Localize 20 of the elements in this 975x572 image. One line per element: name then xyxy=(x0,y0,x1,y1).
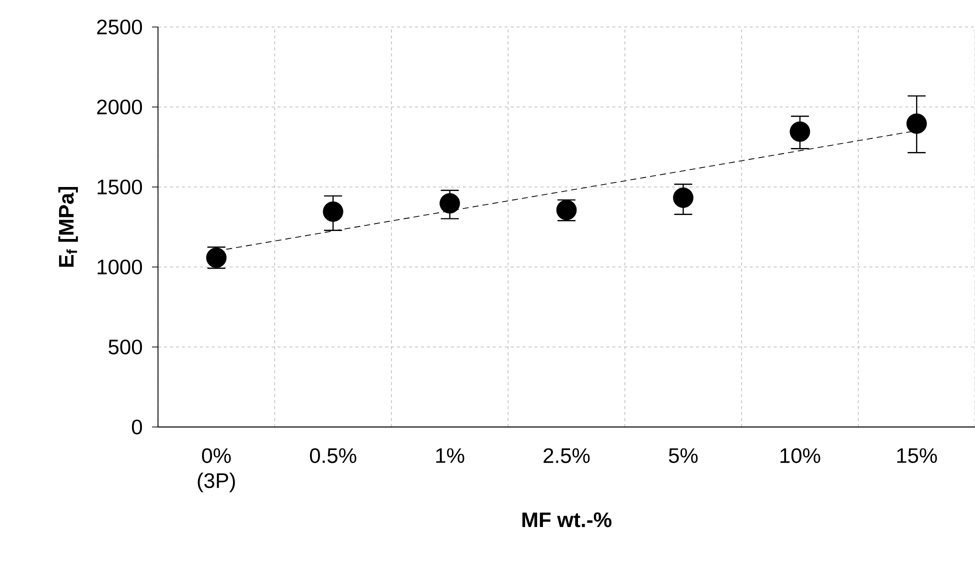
y-tick-label: 1000 xyxy=(98,260,142,274)
x-tick-label: 0% (3P) xyxy=(198,448,235,492)
y-tick-label: 0 xyxy=(132,420,142,434)
x-tick-label: 10% xyxy=(780,448,820,464)
x-tick-label: 1% xyxy=(436,448,464,463)
y-tick-label: 2000 xyxy=(97,100,142,114)
x-tick-label: 2.5% xyxy=(544,448,590,464)
point xyxy=(906,113,927,134)
x-tick-label: 5% xyxy=(668,448,698,463)
point xyxy=(440,193,460,214)
y-tick-label: 500 xyxy=(108,340,142,354)
x-tick-label: 15% xyxy=(897,448,937,463)
point xyxy=(673,188,694,208)
y-tick-label: 2500 xyxy=(97,20,142,34)
point xyxy=(790,121,810,142)
x-axis-title: MF wt.-% xyxy=(522,512,612,528)
point xyxy=(322,201,344,222)
text: E$_{f}$ [MPa] xyxy=(58,186,78,267)
y-tick-label: 1500 xyxy=(98,180,142,194)
x-tick-label: 0.5% xyxy=(310,448,356,464)
